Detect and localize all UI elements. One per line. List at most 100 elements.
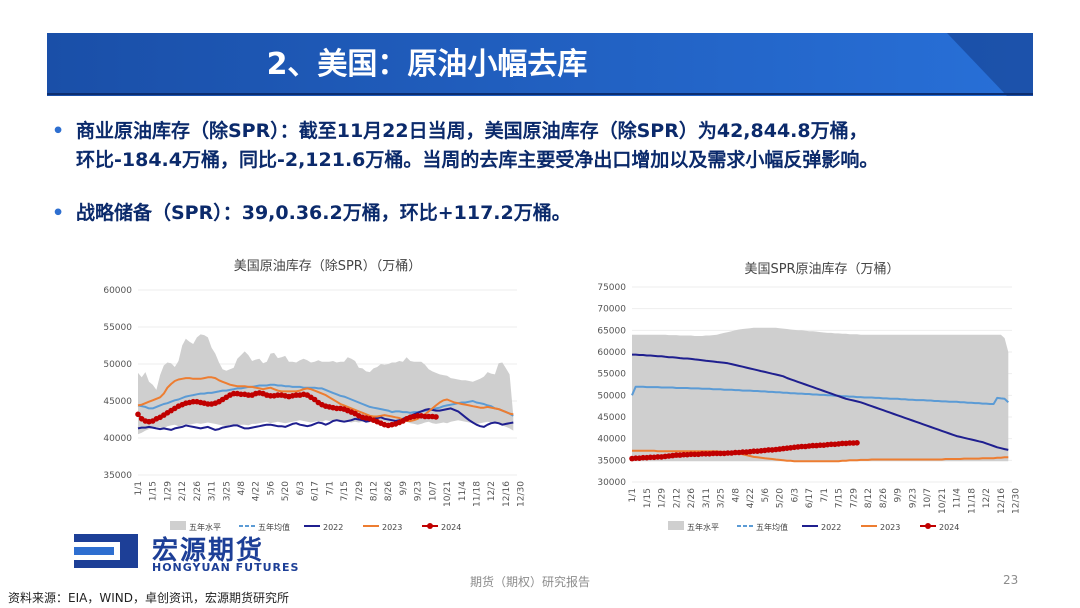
bullet-line: 商业原油库存（除SPR）：截至11月22日当周，美国原油库存（除SPR）为42,… xyxy=(76,120,868,142)
x-tick-label: 4/8 xyxy=(237,481,247,496)
logo-mark-icon xyxy=(74,534,138,568)
point-2024 xyxy=(854,440,860,446)
legend-label: 2023 xyxy=(880,523,900,532)
y-tick-label: 40000 xyxy=(597,435,626,445)
legend-label: 2024 xyxy=(939,523,959,532)
x-tick-label: 3/11 xyxy=(208,481,218,501)
x-tick-label: 8/26 xyxy=(879,488,889,508)
y-tick-label: 40000 xyxy=(103,434,132,444)
y-tick-label: 50000 xyxy=(597,391,626,401)
x-tick-label: 1/1 xyxy=(134,481,144,495)
x-tick-label: 9/9 xyxy=(399,481,409,496)
title-banner: 2、美国：原油小幅去库 xyxy=(47,33,1033,96)
x-tick-label: 1/15 xyxy=(149,481,159,501)
bullet-text: 战略储备（SPR）：39,0.36.2万桶，环比+117.2万桶。 xyxy=(76,199,1036,228)
x-tick-label: 5/6 xyxy=(266,481,276,496)
company-logo: 宏源期货 HONGYUAN FUTURES xyxy=(72,530,312,574)
legend-swatch xyxy=(925,523,931,529)
series-2023 xyxy=(632,449,1009,463)
legend-label: 五年均值 xyxy=(258,522,290,532)
bullet-line: 战略储备（SPR）：39,0.36.2万桶，环比+117.2万桶。 xyxy=(76,202,571,224)
x-tick-label: 7/29 xyxy=(849,488,859,508)
banner-shape xyxy=(47,33,1033,96)
legend-label: 五年水平 xyxy=(189,522,221,532)
x-tick-label: 11/4 xyxy=(458,481,468,501)
x-tick-label: 6/17 xyxy=(311,481,321,501)
bullet-spr: • 战略储备（SPR）：39,0.36.2万桶，环比+117.2万桶。 xyxy=(52,199,1052,228)
x-tick-label: 7/15 xyxy=(835,488,845,508)
x-tick-label: 6/17 xyxy=(805,488,815,508)
x-tick-label: 1/29 xyxy=(163,481,173,501)
x-tick-label: 2/12 xyxy=(672,488,682,508)
x-tick-label: 2/12 xyxy=(178,481,188,501)
series-2023 xyxy=(137,376,514,422)
y-tick-label: 70000 xyxy=(597,305,626,315)
x-tick-label: 7/1 xyxy=(820,488,830,502)
bullet-text: 商业原油库存（除SPR）：截至11月22日当周，美国原油库存（除SPR）为42,… xyxy=(76,117,1036,175)
x-tick-label: 9/9 xyxy=(894,488,904,503)
x-tick-label: 5/20 xyxy=(776,488,786,508)
y-tick-label: 35000 xyxy=(103,471,132,481)
y-tick-label: 75000 xyxy=(597,283,626,293)
x-tick-label: 5/20 xyxy=(281,481,291,501)
page-number: 23 xyxy=(1003,573,1019,587)
footer-report-type: 期货（期权）研究报告 xyxy=(470,575,591,589)
x-tick-label: 12/2 xyxy=(487,481,497,501)
chart-title: 美国SPR原油库存（万桶） xyxy=(744,261,899,277)
bullet-dot: • xyxy=(52,120,65,142)
legend-swatch xyxy=(427,523,433,529)
x-tick-label: 2/26 xyxy=(687,488,697,508)
x-tick-label: 10/7 xyxy=(923,488,933,508)
x-tick-label: 2/26 xyxy=(193,481,203,501)
legend-swatch xyxy=(668,521,684,530)
x-tick-label: 10/21 xyxy=(443,481,453,507)
series-2022 xyxy=(137,407,514,431)
chart-commercial-crude: 美国原油库存（除SPR）（万桶） 35000 40000 45000 50000 5500… xyxy=(95,250,535,540)
x-tick-label: 9/23 xyxy=(908,488,918,508)
x-tick-label: 12/16 xyxy=(502,481,512,507)
x-tick-label: 5/6 xyxy=(761,488,771,503)
y-tick-label: 65000 xyxy=(597,326,626,336)
x-tick-label: 3/11 xyxy=(702,488,712,508)
y-tick-label: 60000 xyxy=(597,348,626,358)
x-tick-label: 8/12 xyxy=(864,488,874,508)
logo-text-cn: 宏源期货 xyxy=(152,536,265,566)
y-tick-label: 30000 xyxy=(597,478,626,488)
chart-svg: 美国SPR原油库存（万桶） 30000 35000 40000 45000 50000 55… xyxy=(597,261,1022,532)
x-tick-label: 11/18 xyxy=(473,481,483,507)
x-tick-label: 12/30 xyxy=(517,481,527,507)
y-tick-label: 35000 xyxy=(597,456,626,466)
x-tick-label: 11/18 xyxy=(967,488,977,514)
chart-svg: 美国原油库存（除SPR）（万桶） 35000 40000 45000 50000 5500… xyxy=(103,258,527,532)
x-tick-label: 11/4 xyxy=(953,488,963,508)
legend-label: 2022 xyxy=(323,523,343,532)
x-tick-label: 4/8 xyxy=(731,488,741,503)
x-tick-label: 1/29 xyxy=(658,488,668,508)
chart-title: 美国原油库存（除SPR）（万桶） xyxy=(234,258,422,274)
x-tick-label: 12/16 xyxy=(997,488,1007,514)
legend-swatch xyxy=(170,521,186,530)
bullet-commercial-inventory: • 商业原油库存（除SPR）：截至11月22日当周，美国原油库存（除SPR）为4… xyxy=(52,117,1052,175)
x-tick-label: 12/2 xyxy=(982,488,992,508)
y-tick-label: 55000 xyxy=(103,323,132,333)
x-tick-label: 6/3 xyxy=(790,488,800,502)
logo-text-en: HONGYUAN FUTURES xyxy=(152,561,300,574)
y-tick-label: 60000 xyxy=(103,286,132,296)
x-tick-label: 3/25 xyxy=(717,488,727,508)
chart-spr-crude: 美国SPR原油库存（万桶） 30000 35000 40000 45000 50000 55… xyxy=(580,255,1025,540)
y-tick-label: 45000 xyxy=(103,397,132,407)
legend-label: 2023 xyxy=(382,523,402,532)
legend-label: 2024 xyxy=(441,523,461,532)
x-tick-label: 4/22 xyxy=(252,481,262,501)
series-five-year-range xyxy=(138,334,514,435)
x-tick-label: 7/29 xyxy=(355,481,365,501)
legend-label: 五年均值 xyxy=(756,522,788,532)
y-tick-label: 55000 xyxy=(597,370,626,380)
bullet-dot: • xyxy=(52,202,65,224)
point-2024 xyxy=(311,396,318,403)
source-note: 资料来源：EIA，WIND，卓创资讯，宏源期货研究所 xyxy=(8,591,289,605)
x-tick-label: 7/15 xyxy=(340,481,350,501)
series-five-year-average xyxy=(137,383,514,417)
page-title: 2、美国：原油小幅去库 xyxy=(266,47,588,82)
x-tick-label: 12/30 xyxy=(1012,488,1022,514)
